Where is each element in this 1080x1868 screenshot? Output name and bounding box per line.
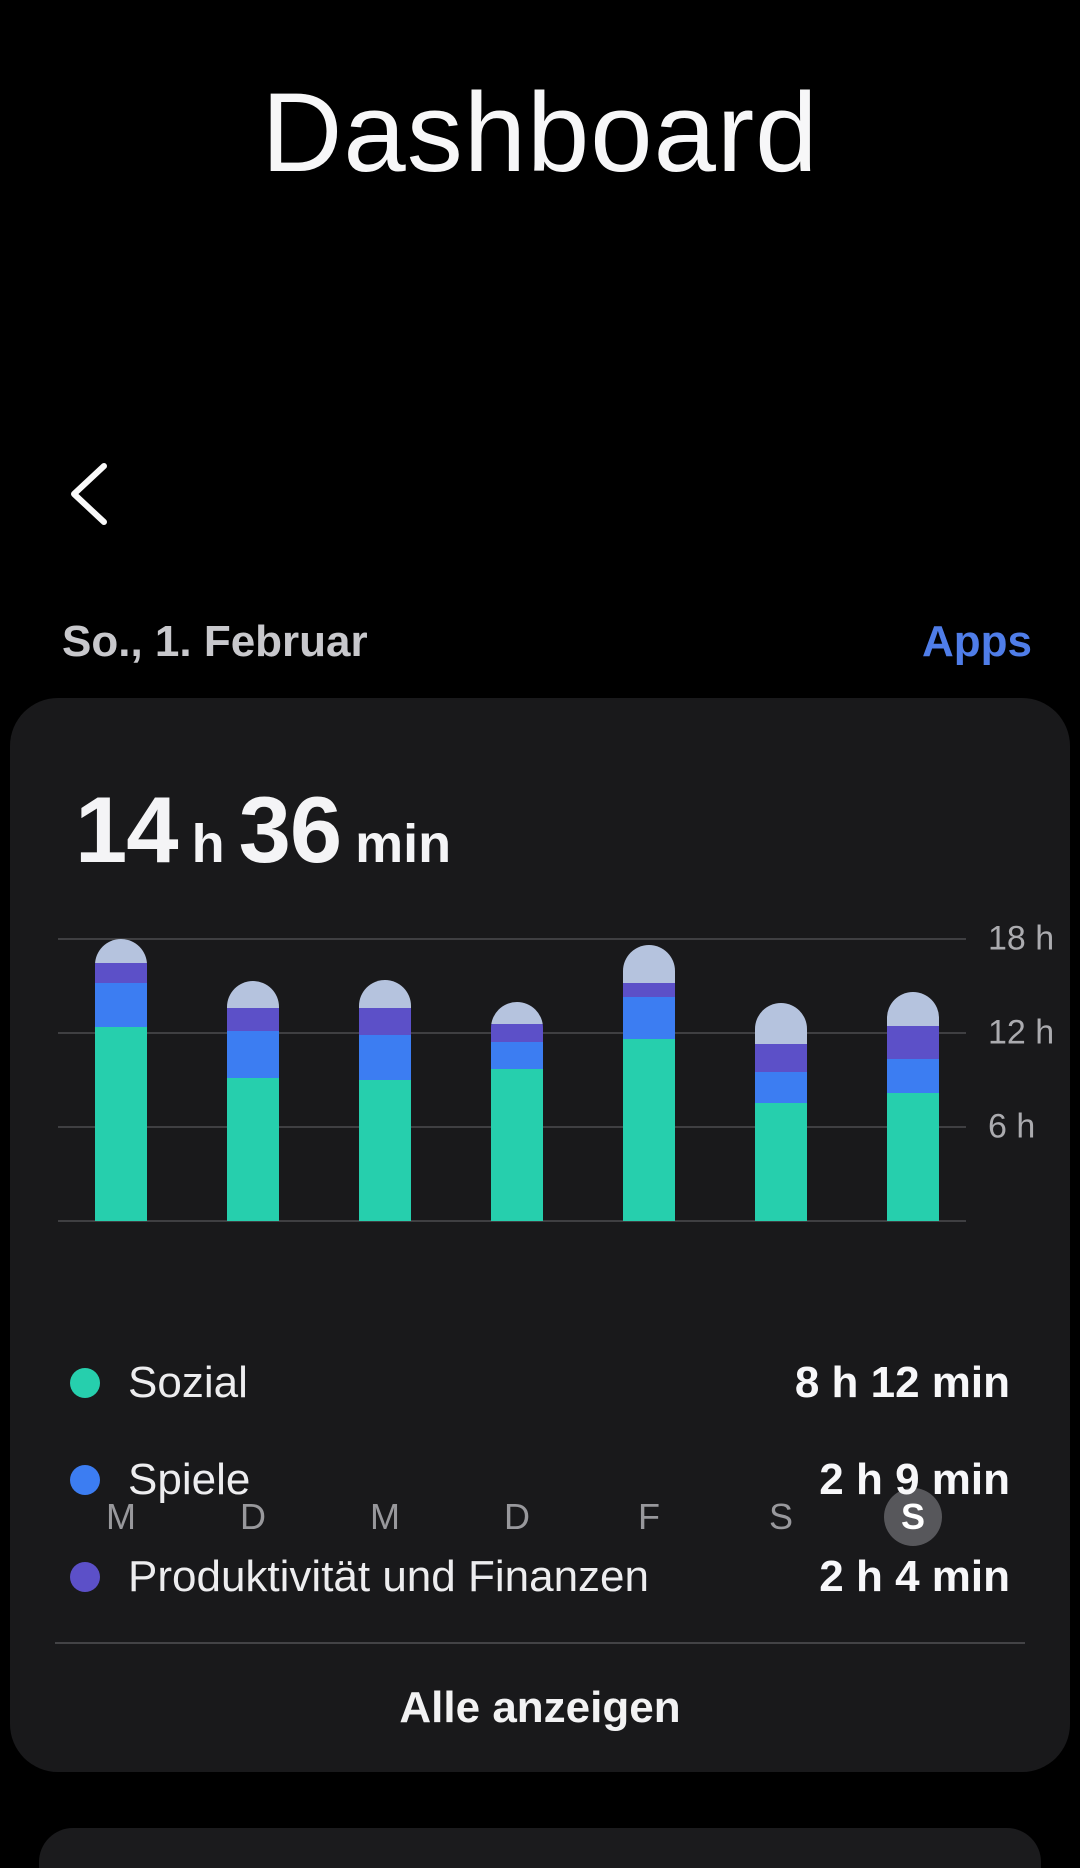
bar-day-0[interactable] (95, 939, 147, 1221)
bar-segment-other (887, 992, 939, 1027)
legend-label: Produktivität und Finanzen (128, 1551, 649, 1601)
bar-segment-Sozial (755, 1103, 807, 1221)
apps-link[interactable]: Apps (922, 617, 1032, 666)
legend-value: 2 h 4 min (819, 1551, 1010, 1601)
bar-segment-Spiele (755, 1072, 807, 1104)
bar-day-3[interactable] (491, 1001, 543, 1221)
bar-segment-Produktivität und Finanzen (359, 1007, 411, 1035)
category-legend: Sozial 8 h 12 min Spiele 2 h 9 min Produ… (10, 1334, 1070, 1625)
bar-segment-Produktivität und Finanzen (95, 962, 147, 983)
total-minutes: 36 (238, 777, 343, 882)
produktivitaet-color-dot (70, 1561, 100, 1592)
date-label: So., 1. Februar (62, 617, 368, 666)
y-axis-label: 12 h (988, 1013, 1055, 1052)
bar-segment-Produktivität und Finanzen (227, 1007, 279, 1032)
legend-row-sozial: Sozial 8 h 12 min (10, 1334, 1070, 1431)
bar-day-5[interactable] (755, 1003, 807, 1221)
bar-segment-Sozial (887, 1092, 939, 1221)
spiele-color-dot (70, 1464, 100, 1495)
bar-segment-Sozial (359, 1079, 411, 1221)
bar-segment-Produktivität und Finanzen (623, 982, 675, 997)
day-label[interactable]: D (240, 1496, 266, 1537)
bar-segment-Spiele (359, 1034, 411, 1080)
bar-segment-other (227, 981, 279, 1008)
day-label[interactable]: M (370, 1496, 400, 1537)
total-hours-unit: h (191, 814, 225, 874)
bar-segment-Produktivität und Finanzen (491, 1023, 543, 1043)
back-button[interactable] (52, 452, 124, 536)
y-axis-label: 18 h (988, 919, 1055, 958)
bar-segment-other (755, 1003, 807, 1044)
legend-label: Sozial (128, 1357, 248, 1407)
date-row: So., 1. Februar Apps (0, 612, 1080, 672)
sozial-color-dot (70, 1367, 100, 1398)
divider (55, 1642, 1025, 1644)
bar-segment-other (623, 945, 675, 983)
bar-segment-Spiele (623, 996, 675, 1040)
bar-segment-Spiele (887, 1058, 939, 1093)
bar-segment-Sozial (227, 1078, 279, 1221)
bar-day-4[interactable] (623, 945, 675, 1221)
legend-row-produktivitaet: Produktivität und Finanzen 2 h 4 min (10, 1528, 1070, 1625)
page-title: Dashboard (261, 70, 819, 195)
total-hours: 14 (75, 777, 179, 882)
bar-segment-Spiele (95, 982, 147, 1027)
next-card-peek[interactable] (39, 1828, 1041, 1868)
bar-day-6[interactable] (887, 992, 939, 1221)
bar-day-2[interactable] (359, 979, 411, 1221)
legend-value: 8 h 12 min (794, 1357, 1010, 1407)
day-label[interactable]: M (106, 1496, 136, 1537)
total-screen-time: 14 h 36 min (75, 776, 451, 884)
screen-time-card: 14 h 36 min 6 h 12 h 18 h M D M D F S S Sozial 8… (10, 698, 1070, 1772)
day-label[interactable]: D (504, 1496, 530, 1537)
bar-segment-other (359, 979, 411, 1008)
chevron-left-icon (71, 463, 107, 525)
total-minutes-unit: min (355, 814, 452, 874)
bar-segment-Spiele (491, 1042, 543, 1070)
bar-segment-other (95, 939, 147, 963)
legend-row-spiele: Spiele 2 h 9 min (10, 1431, 1070, 1528)
y-axis-label: 6 h (988, 1107, 1036, 1146)
bar-segment-Spiele (227, 1031, 279, 1079)
bar-segment-Sozial (491, 1069, 543, 1221)
day-label[interactable]: F (638, 1496, 660, 1537)
legend-value: 2 h 9 min (819, 1454, 1010, 1504)
bar-segment-Sozial (95, 1026, 147, 1221)
bar-segment-Produktivität und Finanzen (887, 1026, 939, 1059)
bar-day-1[interactable] (227, 981, 279, 1221)
day-label[interactable]: S (768, 1496, 794, 1537)
day-label-selected[interactable]: S (884, 1488, 942, 1546)
gridline-0h (58, 1220, 966, 1222)
bar-segment-Sozial (623, 1039, 675, 1221)
bar-segment-Produktivität und Finanzen (755, 1043, 807, 1073)
gridline-18h (58, 938, 966, 940)
legend-label: Spiele (128, 1454, 251, 1504)
show-all-button[interactable]: Alle anzeigen (10, 1644, 1070, 1772)
weekly-usage-chart: 6 h 12 h 18 h (10, 920, 1070, 1222)
bar-segment-other (491, 1001, 543, 1024)
